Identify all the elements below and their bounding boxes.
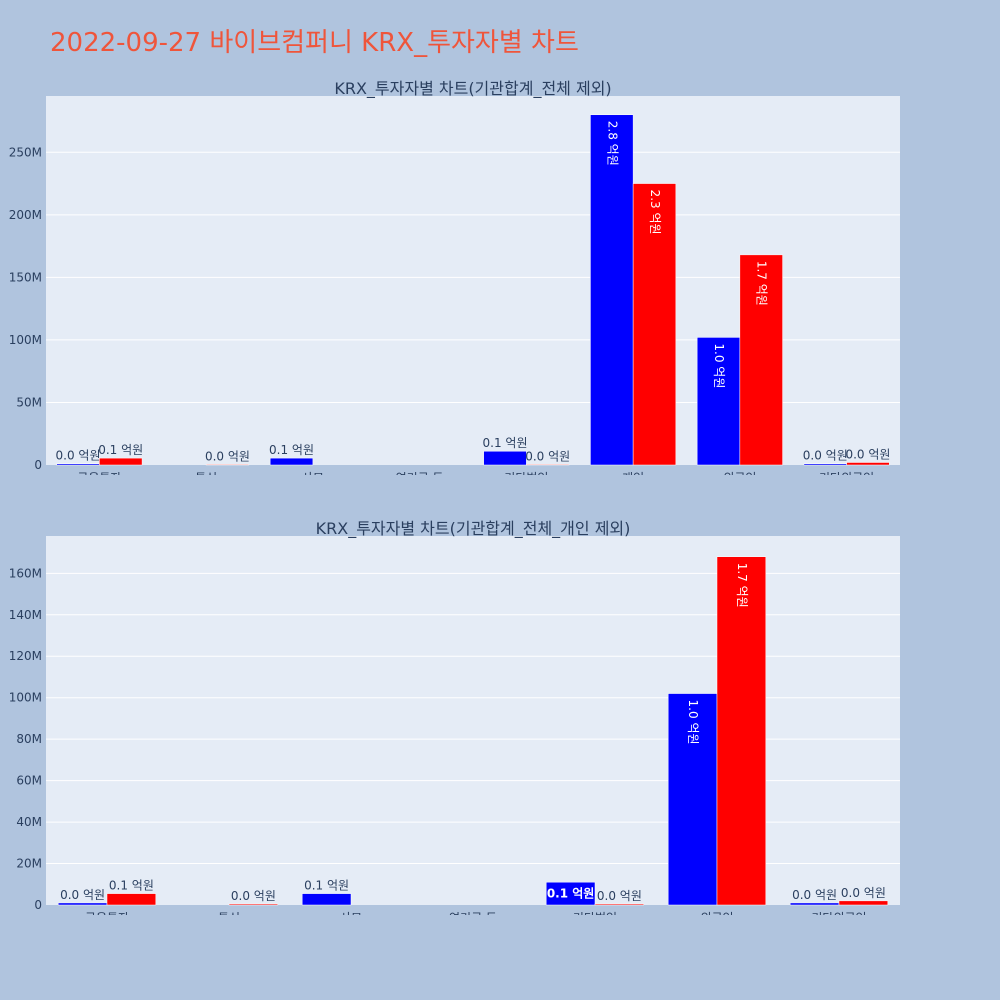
y-tick-label: 50M bbox=[16, 395, 42, 409]
data-label: 0.0 억원 bbox=[60, 888, 105, 902]
x-tick-label: 투신 bbox=[195, 471, 217, 475]
data-label: 0.0 억원 bbox=[56, 449, 101, 463]
x-tick-label: 금융투자 bbox=[85, 911, 129, 915]
data-label: 0.0 억원 bbox=[803, 449, 848, 463]
bar bbox=[57, 902, 108, 906]
data-label: 0.0 억원 bbox=[845, 447, 890, 461]
page-title: 2022-09-27 바이브컴퍼니 KRX_투자자별 차트 bbox=[50, 28, 579, 58]
x-tick-label: 기타법인 bbox=[504, 471, 548, 475]
x-tick-label: 기타법인 bbox=[573, 911, 617, 915]
data-label: 0.1 억원 bbox=[269, 443, 314, 457]
bar bbox=[716, 556, 767, 906]
bar bbox=[846, 462, 890, 466]
data-label: 0.1 억원 bbox=[547, 887, 595, 901]
bar bbox=[56, 463, 100, 466]
x-tick-label: 기타외국인 bbox=[811, 911, 866, 915]
bar bbox=[789, 902, 840, 906]
x-tick-label: 기타외국인 bbox=[819, 471, 874, 475]
bar bbox=[667, 693, 718, 906]
bar bbox=[228, 903, 279, 906]
y-tick-label: 80M bbox=[16, 732, 42, 746]
bar bbox=[269, 457, 314, 466]
y-tick-label: 120M bbox=[9, 649, 42, 663]
x-tick-label: 사모 bbox=[340, 911, 362, 915]
data-label: 0.0 억원 bbox=[205, 449, 250, 463]
bar bbox=[803, 463, 847, 466]
data-label: 0.1 억원 bbox=[483, 436, 528, 450]
y-tick-label: 20M bbox=[16, 857, 42, 871]
x-tick-label: 개인 bbox=[622, 471, 644, 475]
data-label: 1.7 억원 bbox=[755, 261, 769, 306]
bar bbox=[545, 881, 596, 906]
x-tick-label: 금융투자 bbox=[77, 471, 121, 475]
data-label: 2.8 억원 bbox=[605, 121, 619, 166]
chart-bottom: KRX_투자자별 차트(기관합계_전체_개인 제외) 0 20M 40M 60M 80M 1… bbox=[9, 519, 900, 915]
y-tick-label: 100M bbox=[9, 333, 42, 347]
data-label: 0.1 억원 bbox=[304, 879, 349, 893]
data-label: 1.0 억원 bbox=[712, 343, 726, 388]
bar bbox=[696, 337, 741, 466]
y-tick-label: 200M bbox=[9, 208, 42, 222]
bar bbox=[526, 464, 570, 466]
bar bbox=[739, 254, 783, 466]
y-tick-label: 100M bbox=[9, 691, 42, 705]
bar bbox=[838, 900, 889, 906]
x-tick-label: 사모 bbox=[302, 471, 324, 475]
data-label: 0.0 억원 bbox=[841, 886, 886, 900]
y-tick-label: 150M bbox=[9, 270, 42, 284]
y-tick-label: 40M bbox=[16, 815, 42, 829]
bar bbox=[205, 464, 250, 466]
y-tick-label: 140M bbox=[9, 608, 42, 622]
data-label: 0.0 억원 bbox=[231, 889, 276, 903]
data-label: 1.0 억원 bbox=[686, 700, 700, 745]
chart-title: KRX_투자자별 차트(기관합계_전체_개인 제외) bbox=[316, 519, 631, 539]
y-tick-label: 250M bbox=[9, 145, 42, 159]
data-label: 2.3 억원 bbox=[648, 190, 662, 235]
y-tick-label: 0 bbox=[34, 898, 42, 912]
x-tick-label: 외국인 bbox=[723, 471, 756, 475]
x-tick-label: 연기금 등 bbox=[396, 471, 444, 475]
x-tick-label: 연기금 등 bbox=[449, 911, 497, 915]
bar bbox=[594, 903, 645, 906]
data-label: 0.1 억원 bbox=[98, 443, 143, 457]
plot-area bbox=[46, 536, 900, 905]
data-label: 0.0 억원 bbox=[792, 888, 837, 902]
chart-top: KRX_투자자별 차트(기관합계_전체 제외) 0 50M 100M 150M 200M 2… bbox=[9, 79, 900, 475]
data-label: 0.1 억원 bbox=[109, 879, 154, 893]
chart-title: KRX_투자자별 차트(기관합계_전체 제외) bbox=[334, 79, 611, 99]
bar bbox=[632, 183, 677, 466]
bar bbox=[483, 450, 527, 466]
data-label: 1.7 억원 bbox=[735, 563, 749, 608]
x-tick-label: 투신 bbox=[218, 911, 240, 915]
x-tick-label: 외국인 bbox=[700, 911, 733, 915]
bar bbox=[106, 893, 157, 906]
data-label: 0.0 억원 bbox=[597, 889, 642, 903]
data-label: 0.0 억원 bbox=[525, 449, 570, 463]
y-tick-label: 0 bbox=[34, 458, 42, 472]
bar bbox=[590, 114, 634, 466]
y-tick-label: 160M bbox=[9, 566, 42, 580]
y-tick-label: 60M bbox=[16, 774, 42, 788]
bar bbox=[301, 893, 352, 906]
bar bbox=[99, 457, 143, 466]
